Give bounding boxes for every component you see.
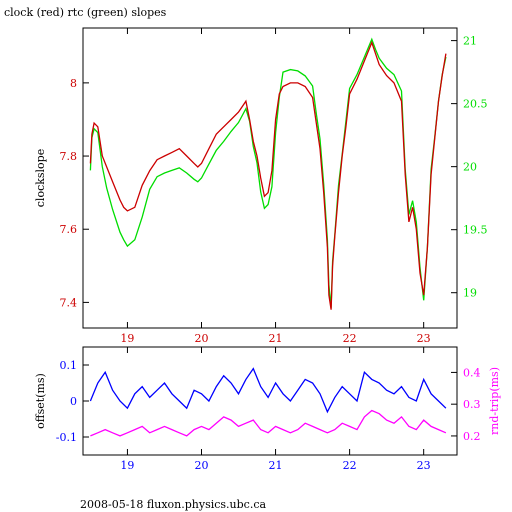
offset-y-axis-label: offset(ms) xyxy=(34,373,47,429)
slopes-axes: 19 20 21 22 23 7.4 7.6 7.8 8 19 19.5 20 20.5 21 xyxy=(60,28,488,345)
offset-frame xyxy=(82,346,458,456)
offset-y2-tick-label: 0.3 xyxy=(463,398,481,411)
offset-x-tick-label: 23 xyxy=(417,459,431,472)
offset-y-tick-label: 0 xyxy=(70,395,77,408)
roundtrip-y-axis-label: rnd-trip(ms) xyxy=(488,367,501,435)
offset-y-tick-label: 0.1 xyxy=(60,359,78,372)
chart-title: clock (red) rtc (green) slopes xyxy=(4,6,167,19)
slopes-y-tick-label: 7.6 xyxy=(60,223,78,236)
offset-traces xyxy=(89,367,447,437)
slopes-y-tick-label: 7.8 xyxy=(60,150,78,163)
slopes-y2-tick-label: 21 xyxy=(463,35,477,48)
slopes-panel: 19 20 21 22 23 7.4 7.6 7.8 8 19 19.5 20 20.5 21 clock… xyxy=(34,27,488,345)
slopes-y2-tick-label: 19.5 xyxy=(463,224,488,237)
footer-caption: 2008-05-18 fluxon.physics.ubc.ca xyxy=(80,498,266,511)
offset-x-tick-label: 21 xyxy=(269,459,283,472)
offset-y2-tick-label: 0.2 xyxy=(463,430,481,443)
rtc-series-line xyxy=(89,37,447,308)
offset-y-tick-label: -0.1 xyxy=(56,431,77,444)
slopes-y-tick-label: 8 xyxy=(70,77,77,90)
slopes-y2-tick-label: 19 xyxy=(463,287,477,300)
slopes-y-tick-label: 7.4 xyxy=(60,296,78,309)
slopes-x-tick-label: 23 xyxy=(417,332,431,345)
slopes-y2-tick-label: 20 xyxy=(463,161,477,174)
offset-x-tick-label: 19 xyxy=(120,459,134,472)
clock-series-line xyxy=(89,40,447,310)
blue-series-line xyxy=(89,367,447,414)
offset-x-tick-label: 20 xyxy=(194,459,208,472)
slopes-y2-tick-label: 20.5 xyxy=(463,98,488,111)
offset-y2-tick-label: 0.4 xyxy=(463,366,481,379)
magenta-series-line xyxy=(90,409,447,437)
slopes-x-tick-label: 20 xyxy=(194,332,208,345)
slopes-frame xyxy=(82,27,458,329)
slopes-x-tick-label: 19 xyxy=(120,332,134,345)
offset-axes: 19 20 21 22 23 -0.1 0 0.1 0.2 0.3 0.4 xyxy=(56,347,481,472)
offset-panel: 19 20 21 22 23 -0.1 0 0.1 0.2 0.3 0.4 offset(ms) r… xyxy=(34,346,501,472)
slopes-y-axis-label: clockslope xyxy=(34,149,47,207)
offset-x-tick-label: 22 xyxy=(343,459,357,472)
slopes-traces xyxy=(89,37,447,310)
slopes-x-tick-label: 22 xyxy=(343,332,357,345)
slopes-x-tick-label: 21 xyxy=(269,332,283,345)
